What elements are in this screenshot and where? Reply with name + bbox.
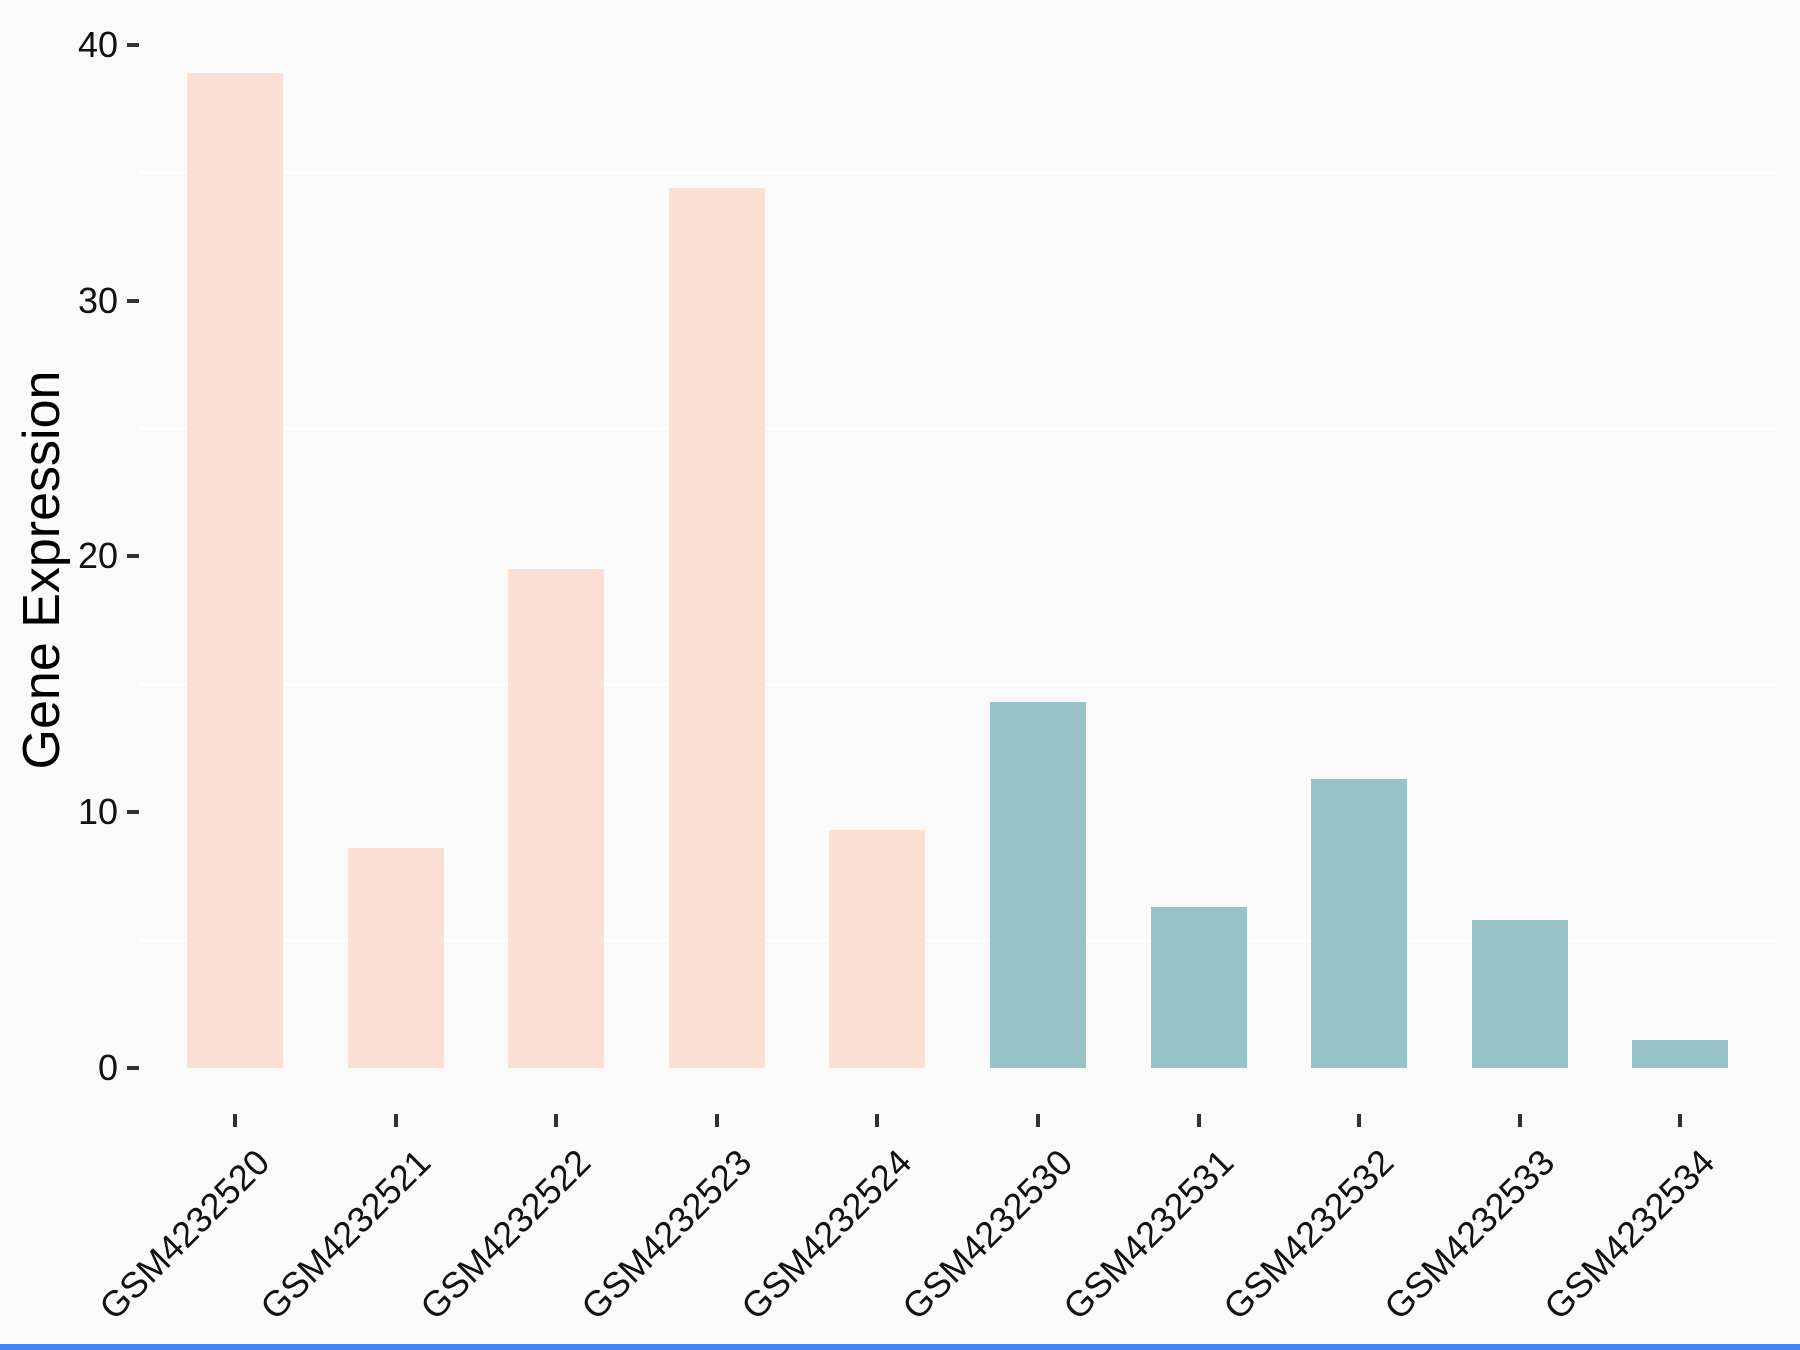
bar-GSM4232520 — [187, 72, 283, 1068]
minor-gridline — [139, 171, 1777, 175]
x-tick-label: GSM4232523 — [573, 1141, 760, 1328]
x-tick-mark — [1517, 1114, 1522, 1127]
minor-gridline — [139, 427, 1777, 430]
x-tick-label: GSM4232532 — [1215, 1141, 1402, 1328]
minor-gridline — [139, 938, 1777, 942]
y-tick-mark — [127, 810, 139, 815]
bar-GSM4232531 — [1150, 906, 1247, 1068]
x-tick-label: GSM4232531 — [1054, 1141, 1241, 1328]
bar-GSM4232533 — [1471, 919, 1568, 1068]
y-tick-label: 0 — [97, 1047, 118, 1088]
y-tick-label: 10 — [77, 791, 118, 833]
x-tick-label: GSM4232520 — [91, 1141, 278, 1328]
x-tick-mark — [554, 1114, 559, 1127]
footer-strip — [0, 1344, 1800, 1350]
x-tick-mark — [1678, 1114, 1683, 1127]
y-tick-mark — [127, 298, 139, 303]
y-tick-mark — [127, 1066, 139, 1070]
bar-GSM4232534 — [1632, 1039, 1729, 1068]
x-tick-mark — [1196, 1114, 1201, 1127]
bar-GSM4232523 — [668, 188, 765, 1068]
x-tick-mark — [393, 1114, 398, 1127]
bar-GSM4232521 — [347, 848, 444, 1068]
x-tick-mark — [875, 1114, 880, 1127]
bar-GSM4232532 — [1311, 778, 1408, 1068]
x-tick-label: GSM4232521 — [251, 1141, 438, 1328]
bar-GSM4232530 — [990, 702, 1086, 1068]
y-tick-label: 40 — [77, 23, 118, 65]
bar-GSM4232524 — [829, 830, 926, 1068]
y-tick-label: 20 — [77, 535, 118, 577]
minor-gridline — [139, 682, 1777, 686]
x-tick-label: GSM4232522 — [412, 1141, 599, 1328]
x-tick-mark — [1357, 1114, 1362, 1127]
y-tick-mark — [127, 554, 139, 559]
y-tick-mark — [127, 42, 139, 47]
x-tick-label: GSM4232524 — [733, 1141, 920, 1328]
x-tick-label: GSM4232530 — [894, 1141, 1081, 1328]
x-tick-label: GSM4232534 — [1536, 1141, 1723, 1328]
x-tick-mark — [1036, 1114, 1040, 1127]
x-tick-mark — [233, 1114, 237, 1127]
bar-GSM4232522 — [508, 569, 605, 1068]
y-tick-label: 30 — [77, 279, 118, 321]
x-tick-label: GSM4232533 — [1376, 1141, 1563, 1328]
x-tick-mark — [714, 1114, 719, 1127]
